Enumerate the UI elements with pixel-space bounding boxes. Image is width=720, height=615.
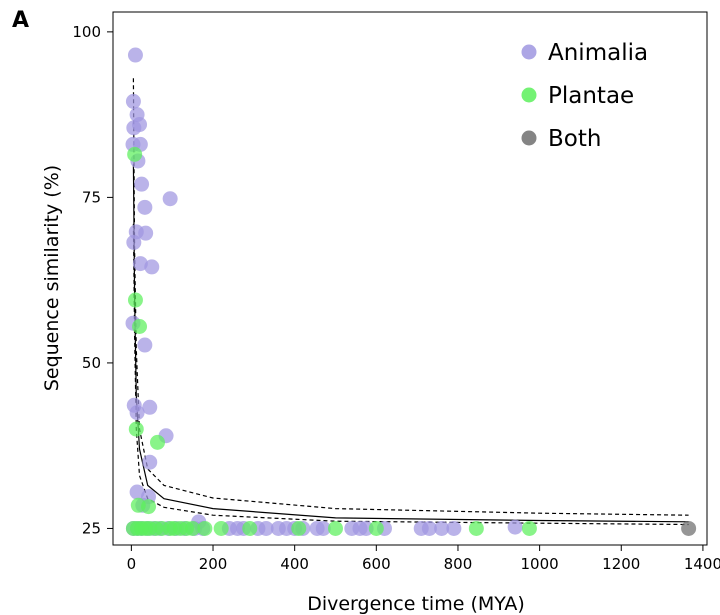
point-animalia [144, 259, 159, 274]
x-tick-label: 0 [127, 555, 137, 573]
y-tick-label: 75 [82, 188, 101, 206]
point-animalia [126, 235, 141, 250]
point-plantae [522, 521, 537, 536]
point-plantae [150, 435, 165, 450]
fit-line-fit [133, 164, 688, 522]
point-plantae [132, 319, 147, 334]
y-axis-title: Sequence similarity (%) [41, 165, 63, 391]
point-plantae [129, 422, 144, 437]
data-points [126, 48, 697, 536]
point-both [681, 521, 696, 536]
point-animalia [142, 455, 157, 470]
point-animalia [138, 226, 153, 241]
y-tick-label: 25 [82, 519, 101, 537]
y-axis: 25 50 75 100 [72, 23, 113, 538]
legend-label-plantae: Plantae [548, 83, 634, 109]
x-axis: 0 200 400 600 800 1000 1200 1400 [127, 545, 720, 573]
point-animalia [137, 200, 152, 215]
legend: Animalia Plantae Both [522, 40, 649, 152]
x-tick-label: 800 [444, 555, 473, 573]
point-animalia [128, 48, 143, 63]
point-animalia [130, 405, 145, 420]
point-animalia [126, 94, 141, 109]
point-plantae [469, 521, 484, 536]
x-tick-label: 600 [362, 555, 391, 573]
point-animalia [126, 120, 141, 135]
point-animalia [163, 191, 178, 206]
x-axis-title: Divergence time (MYA) [307, 593, 525, 615]
point-plantae [214, 521, 229, 536]
fit-line-upper [133, 78, 688, 515]
point-plantae [328, 521, 343, 536]
legend-marker-plantae [522, 88, 537, 103]
x-tick-label: 1400 [684, 555, 720, 573]
point-plantae [369, 521, 384, 536]
x-tick-label: 1200 [602, 555, 640, 573]
point-plantae [291, 521, 306, 536]
x-tick-label: 200 [199, 555, 228, 573]
point-plantae [128, 293, 143, 308]
point-plantae [127, 147, 142, 162]
fit-line-lower [133, 224, 688, 525]
point-plantae [242, 521, 257, 536]
legend-marker-both [522, 131, 537, 146]
point-animalia [137, 338, 152, 353]
legend-marker-animalia [522, 45, 537, 60]
point-animalia [508, 520, 523, 535]
fit-lines [133, 78, 688, 524]
legend-label-both: Both [548, 126, 601, 152]
x-tick-label: 400 [280, 555, 309, 573]
point-animalia [134, 177, 149, 192]
point-plantae [197, 521, 212, 536]
point-animalia [446, 521, 461, 536]
y-tick-label: 100 [72, 23, 101, 41]
x-tick-label: 1000 [521, 555, 559, 573]
legend-label-animalia: Animalia [548, 40, 648, 66]
point-plantae [141, 499, 156, 514]
y-tick-label: 50 [82, 354, 101, 372]
